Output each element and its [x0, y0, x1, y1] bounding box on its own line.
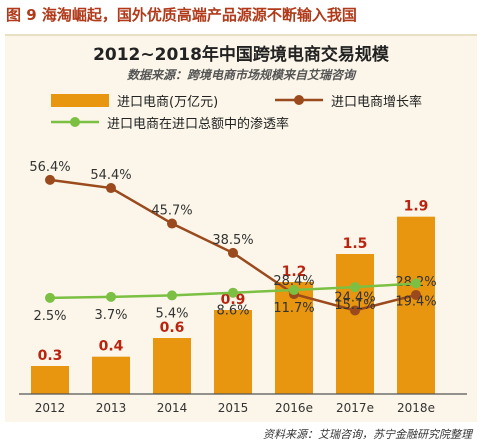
bar-label-2018e: 1.9 — [404, 199, 429, 215]
x-tick-2016e: 2016e — [275, 401, 313, 415]
bar-label-2015: 0.9 — [221, 292, 246, 308]
x-tick-2017e: 2017e — [336, 401, 374, 415]
legend-growth-label: 进口电商增长率 — [331, 94, 422, 110]
penetration-point-2018e — [411, 278, 421, 289]
bar-2012 — [31, 366, 69, 394]
growth-label-2012: 56.4% — [29, 160, 70, 175]
penetration-label-2012: 2.5% — [33, 309, 66, 324]
growth-label-2014: 45.7% — [151, 204, 192, 219]
x-tick-2012: 2012 — [35, 401, 66, 415]
bar-2015 — [214, 310, 252, 394]
penetration-label-2018e: 19.4% — [395, 295, 436, 310]
bar-2014 — [153, 338, 191, 394]
source-note: 资料来源：艾瑞咨询，苏宁金融研究院整理 — [263, 428, 472, 441]
legend-pen-label: 进口电商在进口总额中的渗透率 — [107, 116, 289, 132]
chart-panel: 2012~2018年中国跨境电商交易规模 数据来源：跨境电商市场规模来自艾瑞咨询… — [5, 34, 477, 422]
legend-growth-marker — [294, 95, 304, 105]
growth-point-2017e — [350, 305, 360, 316]
penetration-point-2014 — [167, 290, 177, 301]
bar-label-2017e: 1.5 — [343, 236, 368, 252]
bar-2016e — [275, 282, 313, 394]
bar-2013 — [92, 356, 130, 394]
growth-point-2014 — [167, 218, 177, 229]
penetration-point-2017e — [350, 282, 360, 293]
penetration-point-2016e — [289, 285, 299, 296]
penetration-label-2013: 3.7% — [94, 308, 127, 323]
growth-label-2017e: 24.4% — [334, 290, 375, 305]
x-tick-2015: 2015 — [218, 401, 249, 415]
penetration-point-2012 — [45, 292, 55, 303]
penetration-label-2016e: 11.7% — [273, 301, 314, 316]
growth-label-2013: 54.4% — [90, 168, 131, 183]
growth-point-2015 — [228, 247, 238, 258]
penetration-point-2015 — [228, 287, 238, 298]
penetration-label-2014: 5.4% — [155, 306, 188, 321]
x-tick-2014: 2014 — [157, 401, 188, 415]
growth-label-2015: 38.5% — [212, 233, 253, 248]
bar-label-2016e: 1.2 — [282, 264, 307, 280]
growth-point-2012 — [45, 174, 55, 185]
chart-subtitle: 数据来源：跨境电商市场规模来自艾瑞咨询 — [126, 68, 355, 82]
figure-caption: 图 9 海淘崛起，国外优质高端产品源源不断输入我国 — [6, 6, 357, 24]
legend-pen-marker — [70, 117, 80, 127]
growth-label-2016e: 28.4% — [273, 274, 314, 289]
growth-point-2018e — [411, 289, 421, 300]
penetration-point-2013 — [106, 291, 116, 302]
chart-title: 2012~2018年中国跨境电商交易规模 — [93, 45, 389, 65]
legend-bar-swatch — [51, 94, 109, 107]
x-tick-2018e: 2018e — [397, 401, 435, 415]
penetration-label-2015: 8.6% — [216, 304, 249, 319]
x-tick-2013: 2013 — [96, 401, 127, 415]
bar-2017e — [336, 254, 374, 394]
bar-label-2014: 0.6 — [160, 320, 185, 336]
bar-label-2012: 0.3 — [38, 348, 63, 364]
penetration-label-2017e: 15.1% — [334, 298, 375, 313]
legend-bar-label: 进口电商(万亿元) — [117, 95, 218, 110]
bar-2018e — [397, 216, 435, 394]
bar-label-2013: 0.4 — [99, 339, 124, 355]
growth-point-2013 — [106, 183, 116, 194]
